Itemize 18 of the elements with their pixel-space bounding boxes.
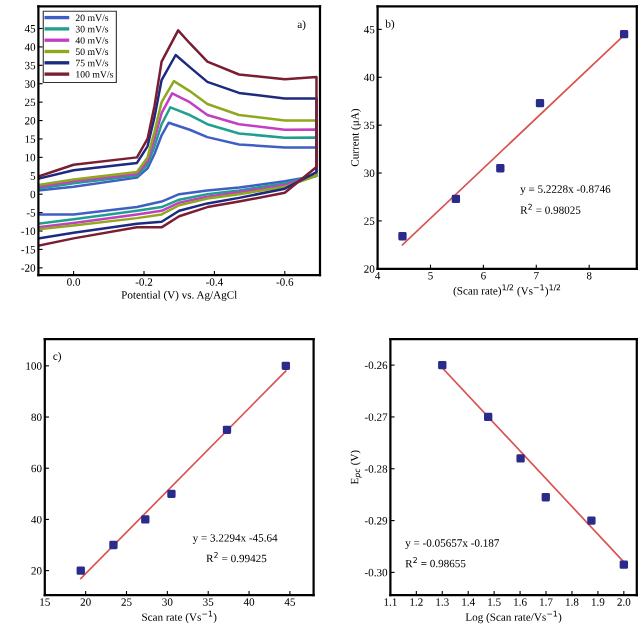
point [587,516,596,525]
point [451,194,461,204]
point [438,360,447,370]
line-series [38,121,318,216]
point [541,493,550,502]
point [484,412,493,422]
point [619,30,629,39]
point [619,560,628,569]
point [516,454,525,463]
point [141,515,150,524]
point [109,540,118,550]
point [535,98,545,108]
point [496,164,505,173]
point [76,566,85,575]
point [281,361,290,370]
point [222,425,232,434]
point [398,232,407,241]
point [167,489,176,498]
